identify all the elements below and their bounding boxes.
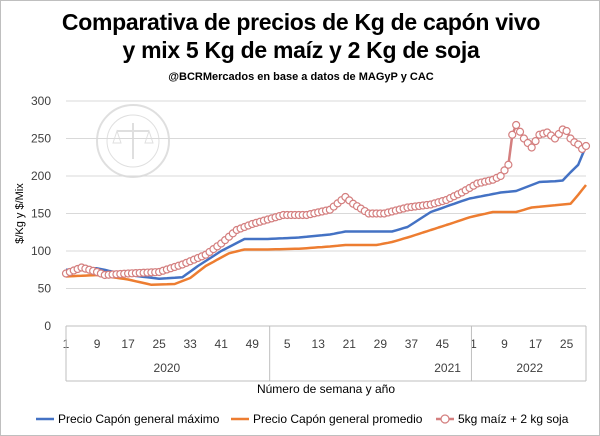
data-point <box>504 160 513 169</box>
x-tick-label: 37 <box>405 337 419 351</box>
y-tick-label: 150 <box>31 207 51 221</box>
series-line-1 <box>65 145 588 281</box>
x-tick-label: 9 <box>501 337 508 351</box>
data-point <box>527 143 536 152</box>
series-lines <box>61 120 591 287</box>
series-line-2 <box>65 184 587 287</box>
x-tick-label: 5 <box>284 337 291 351</box>
data-point <box>496 171 505 181</box>
y-tick-label: 250 <box>31 132 51 146</box>
data-point <box>562 126 571 136</box>
data-point <box>531 137 540 146</box>
x-tick-label: 29 <box>374 337 388 351</box>
x-group-label: 2021 <box>434 361 461 375</box>
data-point <box>515 127 525 136</box>
chart-credit: @BCRMercados en base a datos de MAGyP y … <box>168 71 434 83</box>
x-tick-label: 33 <box>183 337 197 351</box>
x-tick-label: 41 <box>215 337 229 351</box>
x-tick-label: 21 <box>343 337 357 351</box>
legend-label: 5kg maíz + 2 kg soja <box>458 412 569 426</box>
x-group-label: 2022 <box>516 361 543 375</box>
legend-marker <box>440 414 450 424</box>
data-point <box>500 166 509 175</box>
y-tick-label: 100 <box>31 244 51 258</box>
x-tick-label: 1 <box>470 337 477 351</box>
x-tick-label: 49 <box>246 337 260 351</box>
x-tick-label: 9 <box>94 337 101 351</box>
watermark-seal <box>96 104 170 178</box>
x-group-label: 2020 <box>154 361 181 375</box>
data-point <box>581 141 591 151</box>
chart-subtitle: y mix 5 Kg de maíz y 2 Kg de soja <box>122 37 480 63</box>
y-tick-label: 300 <box>31 94 51 108</box>
x-tick-label: 25 <box>152 337 166 351</box>
y-axis: 0 50 100 150 200 250 300 $/Kg y $/Mix <box>14 94 51 333</box>
x-axis: 1917253341495132129374519172520202021202… <box>63 326 587 396</box>
legend: Precio Capón general máximo Precio Capón … <box>36 412 569 426</box>
x-tick-label: 17 <box>529 337 543 351</box>
data-point <box>512 120 521 130</box>
y-tick-label: 50 <box>38 282 52 296</box>
x-tick-label: 17 <box>121 337 135 351</box>
legend-label: Precio Capón general promedio <box>253 412 423 426</box>
x-tick-label: 45 <box>436 337 450 351</box>
y-tick-label: 200 <box>31 169 51 183</box>
gridlines <box>66 100 586 327</box>
x-tick-label: 25 <box>560 337 574 351</box>
chart-title: Comparativa de precios de Kg de capón vi… <box>61 9 541 35</box>
x-tick-label: 13 <box>312 337 326 351</box>
series-line-3 <box>65 123 587 277</box>
data-point <box>508 130 517 139</box>
legend-label: Precio Capón general máximo <box>58 412 220 426</box>
y-axis-label: $/Kg y $/Mix <box>14 183 26 244</box>
y-tick-label: 0 <box>44 319 51 333</box>
x-axis-label: Número de semana y año <box>257 382 395 396</box>
